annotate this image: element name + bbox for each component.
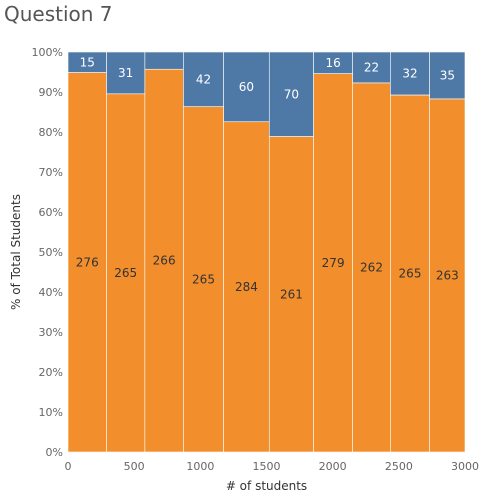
- bar-segment-top: [106, 51, 146, 95]
- y-tick-label: 90%: [39, 86, 63, 99]
- bar-segment-bottom: [67, 72, 107, 453]
- bar-segment-bottom: [144, 68, 184, 453]
- y-tick-label: 80%: [39, 126, 63, 139]
- y-tick-label: 30%: [39, 326, 63, 339]
- bar-label-bottom: 276: [76, 255, 99, 269]
- bar-label-top: 15: [80, 55, 95, 69]
- y-tick-label: 0%: [46, 446, 63, 459]
- bar-segment-top: [268, 51, 314, 137]
- bar-segment-top: [429, 51, 466, 100]
- y-tick-label: 40%: [39, 286, 63, 299]
- bar-label-bottom: 261: [280, 287, 303, 301]
- bar-segment-bottom: [429, 98, 466, 453]
- bar-segment-top: [352, 51, 391, 84]
- bar-label-top: 16: [325, 56, 340, 70]
- bar-label-top: 22: [364, 60, 379, 74]
- bar-segment-bottom: [183, 106, 224, 453]
- bar-segment-bottom: [313, 73, 353, 453]
- y-tick-label: 10%: [39, 406, 63, 419]
- bar-segment-bottom: [106, 93, 146, 453]
- x-tick-label: 1500: [253, 460, 281, 473]
- y-tick-label: 20%: [39, 366, 63, 379]
- bar-label-bottom: 265: [399, 267, 422, 281]
- y-tick-label: 60%: [39, 206, 63, 219]
- bar-label-bottom: 263: [436, 268, 459, 282]
- x-tick-label: 2000: [319, 460, 347, 473]
- x-tick-label: 500: [124, 460, 145, 473]
- bar-label-top: 60: [239, 80, 254, 94]
- y-tick-label: 50%: [39, 246, 63, 259]
- x-tick-label: 0: [65, 460, 72, 473]
- bar-label-top: 70: [284, 87, 299, 101]
- bar-label-top: 35: [440, 68, 455, 82]
- bar-label-top: 32: [402, 67, 417, 81]
- x-tick-label: 1000: [186, 460, 214, 473]
- bar-label-bottom: 279: [322, 256, 345, 270]
- bar-segment-top: [144, 51, 184, 70]
- bar-label-top: 42: [196, 72, 211, 86]
- y-tick-label: 70%: [39, 166, 63, 179]
- bar-label-bottom: 284: [235, 280, 258, 294]
- bar-segment-bottom: [223, 121, 270, 453]
- bar-label-bottom: 266: [153, 254, 176, 268]
- bar-label-bottom: 265: [192, 272, 215, 286]
- bar-segment-bottom: [352, 82, 391, 453]
- bar-segment-bottom: [268, 136, 314, 453]
- bar-segment-bottom: [390, 94, 430, 453]
- x-tick-label: 2500: [385, 460, 413, 473]
- bar-label-bottom: 265: [114, 266, 137, 280]
- chart-title: Question 7: [4, 2, 113, 26]
- y-axis-title: % of Total Students: [9, 194, 23, 310]
- y-tick-label: 100%: [32, 46, 63, 59]
- x-axis-title: # of students: [226, 479, 307, 493]
- bar-segment-top: [390, 51, 430, 96]
- x-tick-label: 3000: [451, 460, 479, 473]
- bar-label-top: 31: [118, 66, 133, 80]
- bar-label-bottom: 262: [360, 260, 383, 274]
- bar-segment-top: [223, 51, 270, 123]
